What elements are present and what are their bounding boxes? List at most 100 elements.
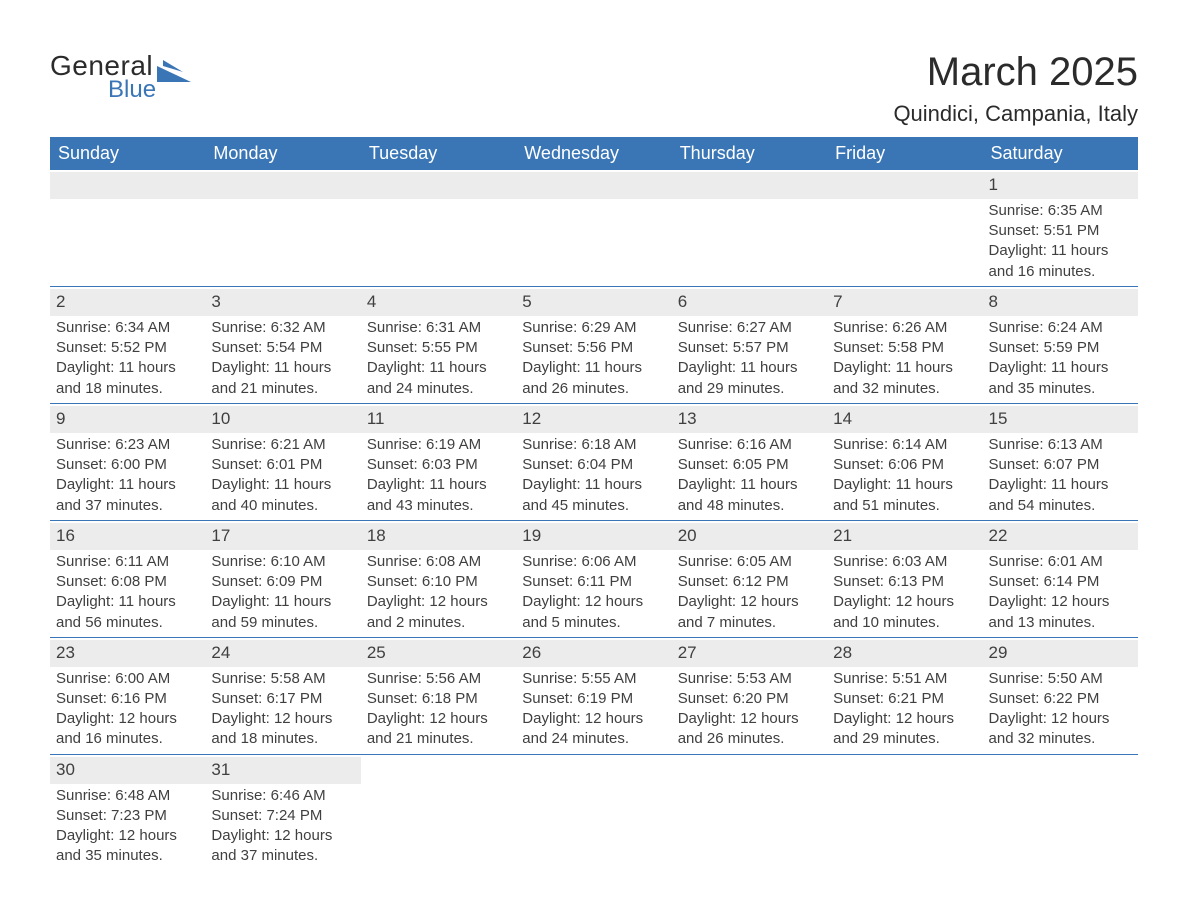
day-number: 6 bbox=[672, 289, 827, 316]
dow-wednesday: Wednesday bbox=[516, 137, 671, 170]
day-cell: 10Sunrise: 6:21 AMSunset: 6:01 PMDayligh… bbox=[205, 404, 360, 520]
day-cell bbox=[205, 170, 360, 286]
day-number: 31 bbox=[205, 757, 360, 784]
daylight: Daylight: 12 hours and 5 minutes. bbox=[522, 592, 665, 633]
daylight: Daylight: 11 hours and 32 minutes. bbox=[833, 358, 976, 399]
sunset: Sunset: 6:22 PM bbox=[989, 689, 1132, 709]
day-number bbox=[516, 757, 671, 784]
day-cell: 15Sunrise: 6:13 AMSunset: 6:07 PMDayligh… bbox=[983, 404, 1138, 520]
sunrise: Sunrise: 5:50 AM bbox=[989, 669, 1132, 689]
daylight: Daylight: 12 hours and 13 minutes. bbox=[989, 592, 1132, 633]
day-cell: 13Sunrise: 6:16 AMSunset: 6:05 PMDayligh… bbox=[672, 404, 827, 520]
dow-thursday: Thursday bbox=[672, 137, 827, 170]
sunset: Sunset: 6:01 PM bbox=[211, 455, 354, 475]
daylight: Daylight: 11 hours and 37 minutes. bbox=[56, 475, 199, 516]
daylight: Daylight: 11 hours and 35 minutes. bbox=[989, 358, 1132, 399]
day-number: 23 bbox=[50, 640, 205, 667]
day-number: 24 bbox=[205, 640, 360, 667]
day-number: 28 bbox=[827, 640, 982, 667]
sunset: Sunset: 5:54 PM bbox=[211, 338, 354, 358]
sunset: Sunset: 5:55 PM bbox=[367, 338, 510, 358]
sunrise: Sunrise: 5:55 AM bbox=[522, 669, 665, 689]
day-number bbox=[205, 172, 360, 199]
week-row: 30Sunrise: 6:48 AMSunset: 7:23 PMDayligh… bbox=[50, 754, 1138, 871]
daylight: Daylight: 11 hours and 54 minutes. bbox=[989, 475, 1132, 516]
week-row: 9Sunrise: 6:23 AMSunset: 6:00 PMDaylight… bbox=[50, 403, 1138, 520]
day-number: 16 bbox=[50, 523, 205, 550]
day-number: 1 bbox=[983, 172, 1138, 199]
day-cell bbox=[827, 755, 982, 871]
sunrise: Sunrise: 6:19 AM bbox=[367, 435, 510, 455]
daylight: Daylight: 11 hours and 48 minutes. bbox=[678, 475, 821, 516]
sunset: Sunset: 5:58 PM bbox=[833, 338, 976, 358]
day-number: 19 bbox=[516, 523, 671, 550]
dow-saturday: Saturday bbox=[983, 137, 1138, 170]
sunrise: Sunrise: 6:48 AM bbox=[56, 786, 199, 806]
calendar: Sunday Monday Tuesday Wednesday Thursday… bbox=[50, 137, 1138, 871]
day-cell: 23Sunrise: 6:00 AMSunset: 6:16 PMDayligh… bbox=[50, 638, 205, 754]
day-cell: 29Sunrise: 5:50 AMSunset: 6:22 PMDayligh… bbox=[983, 638, 1138, 754]
day-cell bbox=[361, 170, 516, 286]
sunset: Sunset: 6:13 PM bbox=[833, 572, 976, 592]
sunset: Sunset: 5:57 PM bbox=[678, 338, 821, 358]
sunrise: Sunrise: 6:26 AM bbox=[833, 318, 976, 338]
sunset: Sunset: 5:59 PM bbox=[989, 338, 1132, 358]
sunrise: Sunrise: 6:29 AM bbox=[522, 318, 665, 338]
day-number bbox=[983, 757, 1138, 784]
sunset: Sunset: 6:06 PM bbox=[833, 455, 976, 475]
dow-tuesday: Tuesday bbox=[361, 137, 516, 170]
sunrise: Sunrise: 5:51 AM bbox=[833, 669, 976, 689]
sunset: Sunset: 6:21 PM bbox=[833, 689, 976, 709]
day-cell: 31Sunrise: 6:46 AMSunset: 7:24 PMDayligh… bbox=[205, 755, 360, 871]
day-cell bbox=[516, 170, 671, 286]
sunset: Sunset: 6:04 PM bbox=[522, 455, 665, 475]
sunrise: Sunrise: 6:03 AM bbox=[833, 552, 976, 572]
brand-flag-icon bbox=[157, 60, 191, 82]
day-cell: 22Sunrise: 6:01 AMSunset: 6:14 PMDayligh… bbox=[983, 521, 1138, 637]
sunset: Sunset: 5:51 PM bbox=[989, 221, 1132, 241]
sunrise: Sunrise: 6:24 AM bbox=[989, 318, 1132, 338]
sunset: Sunset: 5:52 PM bbox=[56, 338, 199, 358]
daylight: Daylight: 12 hours and 32 minutes. bbox=[989, 709, 1132, 750]
day-cell bbox=[361, 755, 516, 871]
sunrise: Sunrise: 6:46 AM bbox=[211, 786, 354, 806]
day-number: 12 bbox=[516, 406, 671, 433]
week-row: 2Sunrise: 6:34 AMSunset: 5:52 PM Daylight… bbox=[50, 286, 1138, 403]
day-number: 27 bbox=[672, 640, 827, 667]
sunset: Sunset: 6:03 PM bbox=[367, 455, 510, 475]
day-cell: 24Sunrise: 5:58 AMSunset: 6:17 PMDayligh… bbox=[205, 638, 360, 754]
daylight: Daylight: 12 hours and 16 minutes. bbox=[56, 709, 199, 750]
day-cell: 3Sunrise: 6:32 AMSunset: 5:54 PMDaylight… bbox=[205, 287, 360, 403]
sunset: Sunset: 6:12 PM bbox=[678, 572, 821, 592]
sunrise: Sunrise: 5:58 AM bbox=[211, 669, 354, 689]
sunset: Sunset: 6:09 PM bbox=[211, 572, 354, 592]
day-number bbox=[50, 172, 205, 199]
day-cell: 19Sunrise: 6:06 AMSunset: 6:11 PMDayligh… bbox=[516, 521, 671, 637]
week-row: 16Sunrise: 6:11 AMSunset: 6:08 PMDayligh… bbox=[50, 520, 1138, 637]
daylight: Daylight: 12 hours and 10 minutes. bbox=[833, 592, 976, 633]
sunrise: Sunrise: 6:21 AM bbox=[211, 435, 354, 455]
day-cell: 7Sunrise: 6:26 AMSunset: 5:58 PMDaylight… bbox=[827, 287, 982, 403]
day-cell: 2Sunrise: 6:34 AMSunset: 5:52 PMDaylight… bbox=[50, 287, 205, 403]
day-number: 2 bbox=[50, 289, 205, 316]
sunset: Sunset: 5:56 PM bbox=[522, 338, 665, 358]
sunrise: Sunrise: 6:08 AM bbox=[367, 552, 510, 572]
day-number bbox=[827, 172, 982, 199]
sunrise: Sunrise: 6:16 AM bbox=[678, 435, 821, 455]
sunrise: Sunrise: 6:34 AM bbox=[56, 318, 199, 338]
day-cell: 11Sunrise: 6:19 AMSunset: 6:03 PMDayligh… bbox=[361, 404, 516, 520]
day-cell: 18Sunrise: 6:08 AMSunset: 6:10 PMDayligh… bbox=[361, 521, 516, 637]
sunrise: Sunrise: 6:27 AM bbox=[678, 318, 821, 338]
daylight: Daylight: 12 hours and 24 minutes. bbox=[522, 709, 665, 750]
daylight: Daylight: 12 hours and 29 minutes. bbox=[833, 709, 976, 750]
day-of-week-header: Sunday Monday Tuesday Wednesday Thursday… bbox=[50, 137, 1138, 170]
day-number: 3 bbox=[205, 289, 360, 316]
header: General Blue March 2025 Quindici, Campan… bbox=[50, 50, 1138, 127]
day-number: 26 bbox=[516, 640, 671, 667]
day-number: 15 bbox=[983, 406, 1138, 433]
sunrise: Sunrise: 5:56 AM bbox=[367, 669, 510, 689]
day-cell bbox=[672, 170, 827, 286]
brand-word2: Blue bbox=[108, 76, 156, 104]
daylight: Daylight: 11 hours and 26 minutes. bbox=[522, 358, 665, 399]
day-number: 10 bbox=[205, 406, 360, 433]
